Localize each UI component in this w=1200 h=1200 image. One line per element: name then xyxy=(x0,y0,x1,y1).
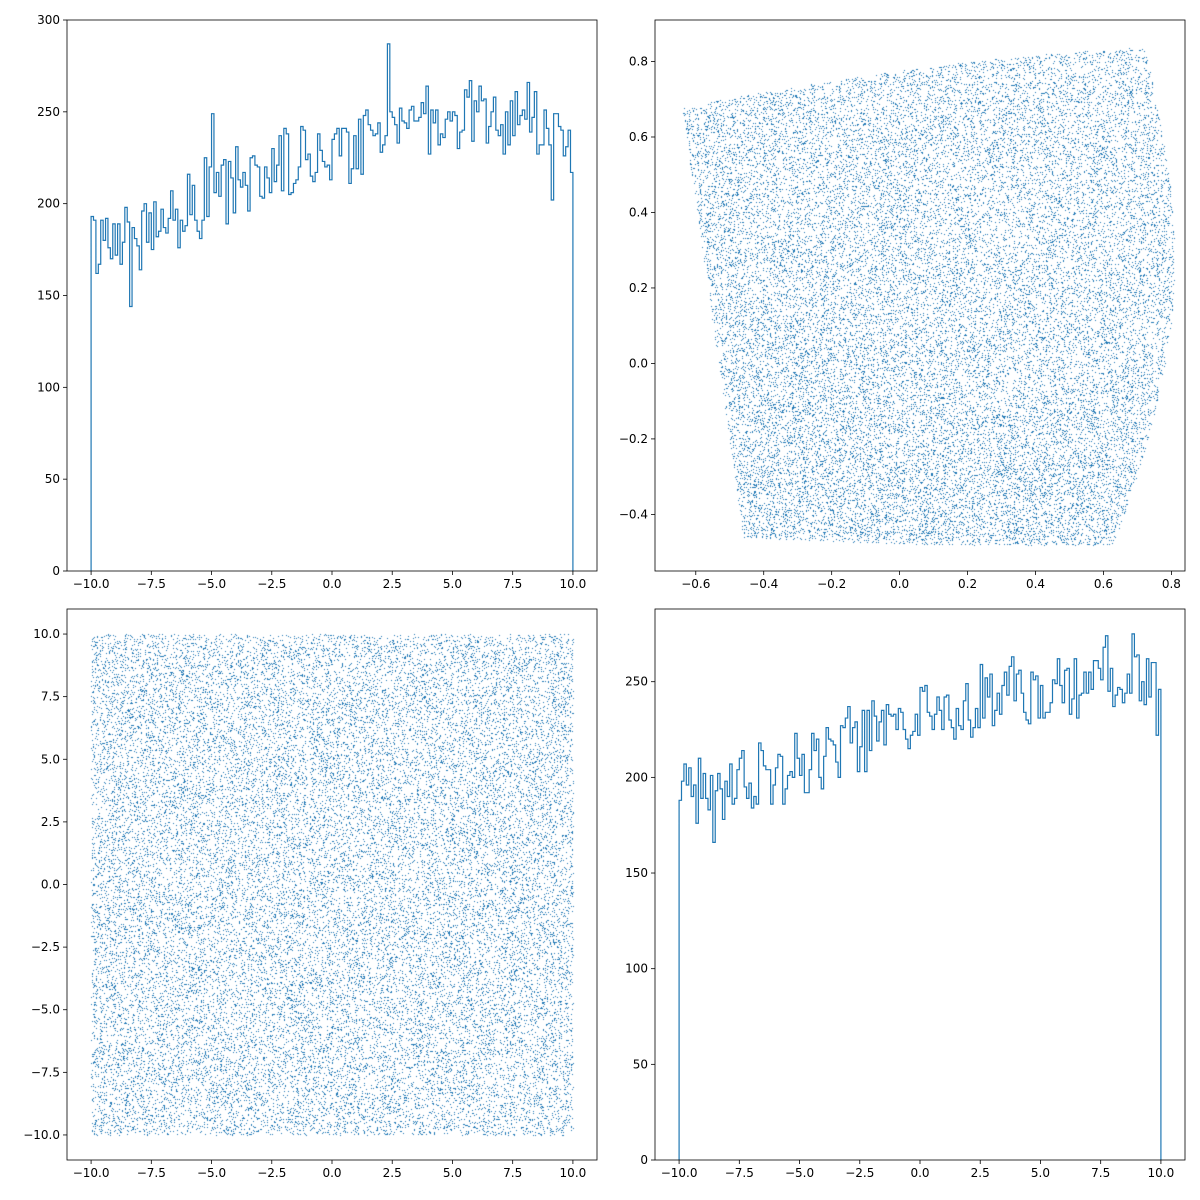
x-tick-label: 2.5 xyxy=(383,1166,402,1180)
axes-frame xyxy=(654,19,1186,572)
y-tick-label: 0 xyxy=(640,1153,648,1167)
x-tick-label: 7.5 xyxy=(503,577,522,591)
histogram-step-line xyxy=(678,633,1162,1160)
y-tick-label: 0.4 xyxy=(629,205,648,219)
x-tick-label: 0.0 xyxy=(322,1166,341,1180)
y-tick-label: −2.5 xyxy=(31,940,60,954)
x-tick-label: 5.0 xyxy=(1031,1166,1050,1180)
x-tick-label: −7.5 xyxy=(137,577,166,591)
x-tick-label: 5.0 xyxy=(443,577,462,591)
scatter-bottom-left: −10.0 −7.5 −5.0 −2.5 0.0 2.5 5.0 7.5 10.0 −10.0 −7… xyxy=(23,608,598,1180)
y-tick-label: 200 xyxy=(37,197,60,211)
x-tick-label: 2.5 xyxy=(383,577,402,591)
x-tick-label: 5.0 xyxy=(443,1166,462,1180)
x-tick-label: 10.0 xyxy=(560,577,587,591)
y-tick-label: −0.4 xyxy=(619,507,648,521)
x-tick-label: 0.6 xyxy=(1094,577,1113,591)
x-tick-label: −2.5 xyxy=(845,1166,874,1180)
y-tick-label: 100 xyxy=(625,962,648,976)
y-tick-label: 200 xyxy=(625,770,648,784)
x-tick-label: −2.5 xyxy=(257,577,286,591)
x-tick-label: −0.6 xyxy=(681,577,710,591)
y-tick-label: 5.0 xyxy=(41,752,60,766)
scatter-top-right: −0.6 −0.4 −0.2 0.0 0.2 0.4 0.6 0.8 −0.4 −0.2 0.0 0.… xyxy=(619,19,1186,591)
histogram-step-line xyxy=(90,43,574,571)
x-tick-label: −10.0 xyxy=(661,1166,698,1180)
axes: −10.0 −7.5 −5.0 −2.5 0.0 2.5 5.0 7.5 10.0 0 50 100 1… xyxy=(625,608,1186,1180)
axes-frame xyxy=(66,19,598,572)
x-tick-label: 10.0 xyxy=(1148,1166,1175,1180)
y-tick-label: −5.0 xyxy=(31,1003,60,1017)
y-tick-label: 50 xyxy=(633,1057,648,1071)
axes-frame xyxy=(66,608,598,1161)
x-tick-label: −10.0 xyxy=(73,577,110,591)
x-tick-label: 0.0 xyxy=(890,577,909,591)
y-tick-label: 0.6 xyxy=(629,130,648,144)
y-tick-label: 150 xyxy=(37,289,60,303)
x-tick-label: −2.5 xyxy=(257,1166,286,1180)
x-tick-label: 7.5 xyxy=(503,1166,522,1180)
x-tick-label: −7.5 xyxy=(137,1166,166,1180)
histogram-bottom-right: −10.0 −7.5 −5.0 −2.5 0.0 2.5 5.0 7.5 10.0 0 50 100 1… xyxy=(625,608,1186,1180)
y-tick-label: 0.0 xyxy=(41,878,60,892)
x-tick-label: −10.0 xyxy=(73,1166,110,1180)
y-tick-label: 50 xyxy=(45,472,60,486)
y-tick-label: 0.0 xyxy=(629,356,648,370)
axes-frame xyxy=(654,608,1186,1161)
y-tick-label: 10.0 xyxy=(33,627,60,641)
x-tick-label: −5.0 xyxy=(197,1166,226,1180)
x-tick-label: −7.5 xyxy=(725,1166,754,1180)
y-tick-label: 0 xyxy=(52,564,60,578)
axes: −10.0 −7.5 −5.0 −2.5 0.0 2.5 5.0 7.5 10.0 −10.0 −7… xyxy=(23,608,598,1180)
x-tick-label: −5.0 xyxy=(197,577,226,591)
y-tick-label: −7.5 xyxy=(31,1065,60,1079)
y-tick-label: 250 xyxy=(625,675,648,689)
axes: −0.6 −0.4 −0.2 0.0 0.2 0.4 0.6 0.8 −0.4 −0.2 0.0 0.… xyxy=(619,19,1186,591)
y-tick-label: −0.2 xyxy=(619,432,648,446)
x-tick-label: 2.5 xyxy=(971,1166,990,1180)
y-tick-label: 100 xyxy=(37,380,60,394)
x-tick-label: −0.2 xyxy=(817,577,846,591)
histogram-top-left: −10.0 −7.5 −5.0 −2.5 0.0 2.5 5.0 7.5 10.0 0 50 100 1… xyxy=(37,13,598,591)
x-tick-label: 0.0 xyxy=(322,577,341,591)
x-tick-label: 0.2 xyxy=(958,577,977,591)
y-tick-label: 2.5 xyxy=(41,815,60,829)
scatter-cloud-quad xyxy=(655,20,1185,571)
y-tick-label: 250 xyxy=(37,105,60,119)
scatter-points xyxy=(67,609,597,1160)
x-tick-label: 7.5 xyxy=(1091,1166,1110,1180)
x-tick-label: −5.0 xyxy=(785,1166,814,1180)
x-tick-label: 10.0 xyxy=(560,1166,587,1180)
y-tick-label: 7.5 xyxy=(41,690,60,704)
scatter-cloud-square xyxy=(67,609,597,1160)
axes: −10.0 −7.5 −5.0 −2.5 0.0 2.5 5.0 7.5 10.0 0 50 100 1… xyxy=(37,13,598,591)
x-tick-label: 0.8 xyxy=(1162,577,1181,591)
y-tick-label: 150 xyxy=(625,866,648,880)
y-tick-label: 0.2 xyxy=(629,281,648,295)
x-tick-label: −0.4 xyxy=(749,577,778,591)
x-tick-label: 0.4 xyxy=(1026,577,1045,591)
y-tick-label: 300 xyxy=(37,13,60,27)
y-tick-label: 0.8 xyxy=(629,55,648,69)
y-tick-label: −10.0 xyxy=(23,1128,60,1142)
scatter-points xyxy=(655,20,1185,571)
x-tick-label: 0.0 xyxy=(910,1166,929,1180)
